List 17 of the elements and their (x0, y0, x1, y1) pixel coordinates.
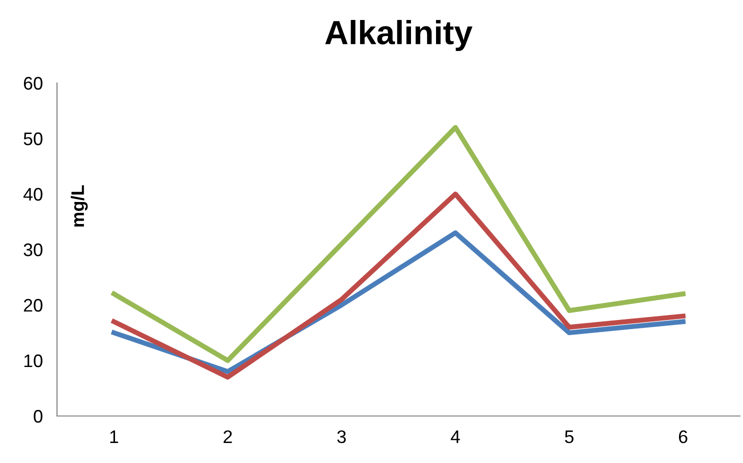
y-tick-label: 0 (34, 410, 42, 423)
x-tick-label: 3 (337, 430, 346, 444)
y-tick-label: 20 (24, 298, 42, 312)
y-tick-label: 40 (23, 188, 42, 201)
x-tick-label: 6 (678, 430, 688, 444)
x-tick-label: 2 (224, 430, 232, 443)
y-tick-label: 60 (24, 76, 42, 90)
line-series (111, 124, 686, 363)
x-tick-label: 1 (110, 430, 118, 443)
y-tick-label: 50 (24, 132, 42, 146)
x-tick-label: 5 (564, 430, 574, 444)
chart-title: Alkalinity (325, 20, 472, 52)
x-tick-label: 4 (450, 430, 460, 443)
line-series (111, 192, 686, 380)
y-tick-label: 10 (24, 354, 42, 368)
y-axis-title: mg/L (70, 185, 88, 227)
y-tick-label: 30 (24, 243, 42, 256)
